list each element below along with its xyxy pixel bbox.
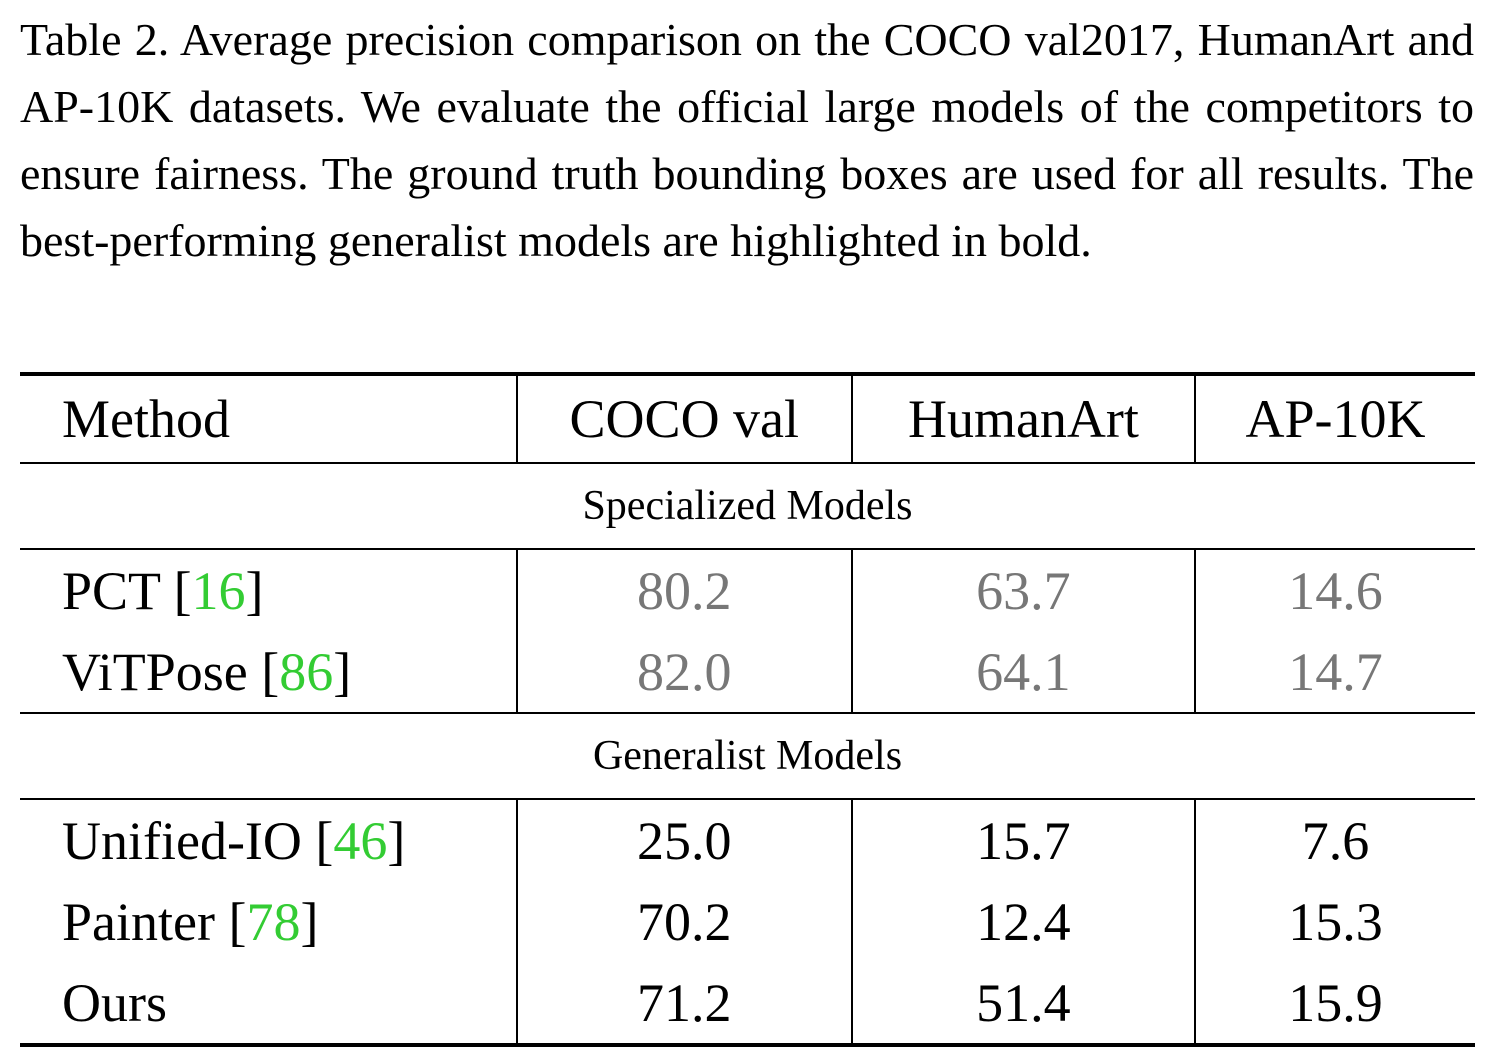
header-ap10k: AP-10K: [1194, 374, 1475, 463]
humanart-value: 15.7: [850, 799, 1196, 881]
citation-link[interactable]: 16: [191, 560, 246, 621]
method-name: PCT: [62, 560, 161, 621]
section-generalist: Generalist Models: [20, 713, 1475, 799]
table-row: Painter [78] 70.2 12.4 15.3: [20, 881, 1475, 962]
method-cell: PCT [16]: [62, 560, 264, 621]
method-cell: Unified-IO [46]: [62, 810, 406, 871]
citation-link[interactable]: 86: [279, 641, 334, 702]
method-name: Unified-IO: [62, 810, 302, 871]
section-specialized: Specialized Models: [20, 463, 1475, 549]
header-humanart: HumanArt: [850, 374, 1196, 463]
humanart-value: 12.4: [850, 881, 1196, 962]
citation-link[interactable]: 78: [246, 891, 301, 952]
humanart-value: 64.1: [850, 631, 1196, 713]
table-row: Ours 71.2 51.4 15.9: [20, 962, 1475, 1045]
ap10k-value: 14.6: [1194, 549, 1475, 631]
coco-value: 82.0: [515, 631, 852, 713]
coco-value: 25.0: [515, 799, 852, 881]
table-caption: Table 2. Average precision comparison on…: [20, 14, 1474, 266]
ap10k-value: 15.9: [1194, 962, 1475, 1045]
ap10k-value: 14.7: [1194, 631, 1475, 713]
method-cell: Ours: [20, 962, 517, 1045]
ap10k-value: 15.3: [1194, 881, 1475, 962]
section-title-specialized: Specialized Models: [582, 483, 913, 529]
section-title-generalist: Generalist Models: [592, 733, 903, 779]
humanart-value: 51.4: [850, 962, 1196, 1045]
method-name: Ours: [62, 972, 167, 1033]
citation-link[interactable]: 46: [333, 810, 388, 871]
table-row: ViTPose [86] 82.0 64.1 14.7: [20, 631, 1475, 713]
table-row: Unified-IO [46] 25.0 15.7 7.6: [20, 799, 1475, 881]
table-row: PCT [16] 80.2 63.7 14.6: [20, 549, 1475, 631]
method-name: Painter: [62, 891, 215, 952]
method-cell: Painter [78]: [62, 891, 319, 952]
header-method: Method: [62, 389, 230, 449]
coco-value: 70.2: [515, 881, 852, 962]
header-coco-val: COCO val: [515, 374, 852, 463]
humanart-value: 63.7: [850, 549, 1196, 631]
ap10k-value: 7.6: [1194, 799, 1475, 881]
coco-value: 80.2: [515, 549, 852, 631]
table-header-row: Method COCO val HumanArt AP-10K: [20, 374, 1475, 463]
results-table: Method COCO val HumanArt AP-10K Speciali…: [20, 372, 1475, 1047]
method-name: ViTPose: [62, 641, 248, 702]
method-cell: ViTPose [86]: [62, 641, 352, 702]
coco-value: 71.2: [515, 962, 852, 1045]
